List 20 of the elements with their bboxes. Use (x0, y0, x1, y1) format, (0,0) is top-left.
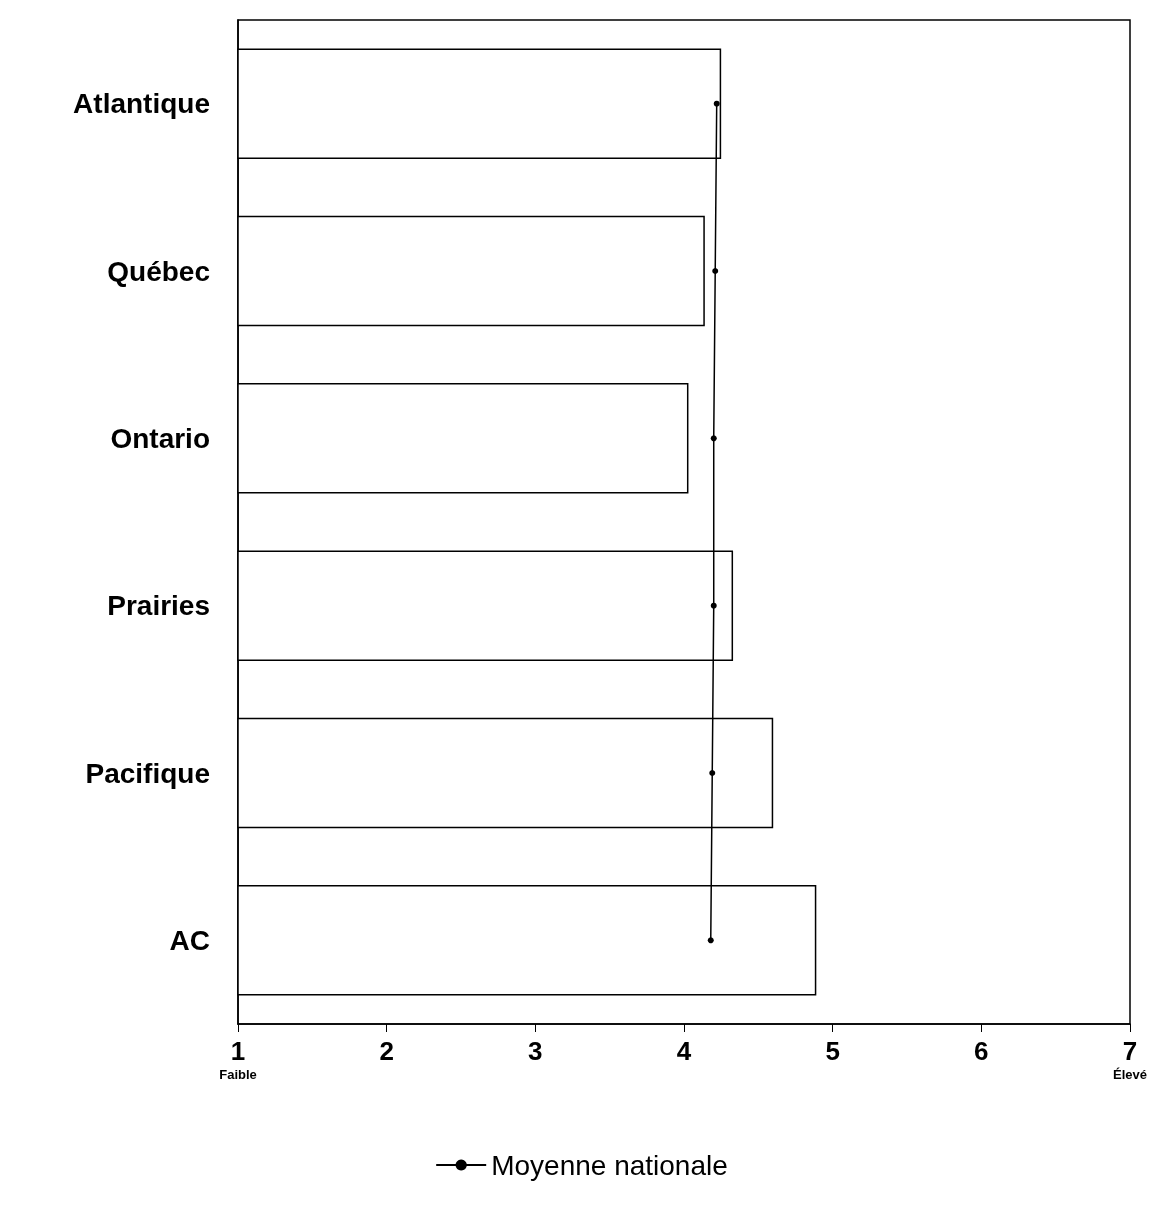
x-tick-label: 6 (974, 1036, 989, 1066)
x-tick-label: 3 (528, 1036, 543, 1066)
point (710, 435, 717, 442)
y-tick-label: Ontario (110, 422, 210, 454)
point (713, 100, 720, 107)
legend-label: Moyenne nationale (491, 1149, 728, 1181)
y-tick-label: AC (169, 924, 210, 956)
x-tick-label: 2 (379, 1036, 394, 1066)
point (712, 268, 719, 274)
y-tick-label: Atlantique (73, 88, 210, 120)
x-tick-label: 7 Élevé (1113, 1036, 1147, 1082)
y-tick-label: Québec (107, 255, 210, 287)
x-tick-label: 5 (825, 1036, 840, 1066)
y-tick-label: Prairies (107, 590, 210, 622)
point (710, 602, 717, 609)
y-tick-label: Pacifique (85, 757, 210, 789)
x-tick-label: 4 (676, 1036, 692, 1066)
point (709, 770, 716, 776)
x-tick-label: 1 Faible (219, 1036, 257, 1082)
point (707, 937, 714, 944)
